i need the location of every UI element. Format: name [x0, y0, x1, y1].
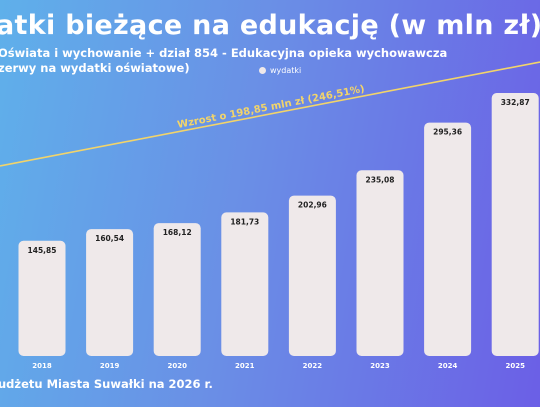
category-label-2024: 2024 [438, 362, 458, 370]
bar-2024 [424, 122, 472, 356]
bar-2019 [86, 229, 134, 356]
category-label-2020: 2020 [167, 362, 187, 370]
bar-2021 [221, 212, 269, 356]
legend-swatch [259, 67, 266, 74]
value-label-2021: 181,73 [230, 217, 259, 226]
category-label-2018: 2018 [32, 362, 52, 370]
value-label-2024: 295,36 [433, 128, 462, 137]
subtitle-line-1: Oświata i wychowanie + dział 854 - Eduka… [0, 46, 448, 60]
bar-2018 [18, 240, 66, 356]
category-label-2023: 2023 [370, 362, 390, 370]
bar-2020 [153, 223, 201, 356]
bar-2022 [288, 195, 336, 356]
chart-title: atki bieżące na edukację (w mln zł) [0, 10, 540, 41]
legend: wydatki [259, 66, 301, 75]
trend-annotation: Wzrost o 198,85 mln zł (246,51%) [176, 84, 365, 131]
subtitle-line-2: zerwy na wydatki oświatowe) [0, 61, 190, 75]
bars-group: 145,85 2018 160,54 2019 168,12 2020 181,73 2021… [18, 93, 539, 370]
value-label-2018: 145,85 [28, 246, 57, 255]
bar-2023 [356, 170, 404, 356]
bar-2025 [491, 93, 539, 356]
chart-subtitle: Oświata i wychowanie + dział 854 - Eduka… [0, 46, 540, 76]
value-label-2022: 202,96 [298, 201, 327, 210]
category-label-2021: 2021 [235, 362, 255, 370]
category-label-2022: 2022 [303, 362, 323, 370]
value-label-2019: 160,54 [95, 234, 124, 243]
value-label-2020: 168,12 [163, 228, 192, 237]
value-label-2025: 332,87 [501, 98, 530, 107]
legend-label: wydatki [270, 66, 302, 75]
category-label-2025: 2025 [505, 362, 525, 370]
source-footer: udżetu Miasta Suwałki na 2026 r. [0, 377, 213, 391]
trend-line [0, 61, 540, 167]
value-label-2023: 235,08 [366, 175, 395, 184]
category-label-2019: 2019 [100, 362, 120, 370]
